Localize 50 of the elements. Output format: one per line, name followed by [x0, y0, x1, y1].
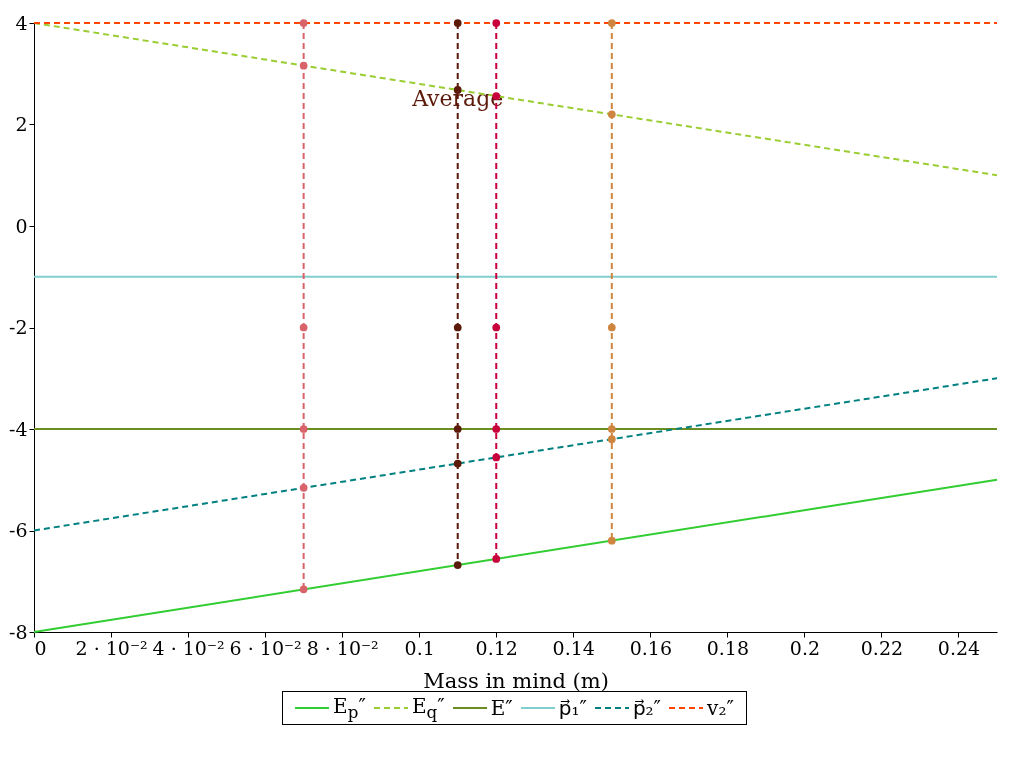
point: [299, 19, 308, 27]
point: [492, 453, 501, 462]
legend-label: E$_{p}$″: [333, 694, 366, 722]
point: [299, 61, 308, 70]
x-tick-label: 0.16: [629, 636, 672, 659]
x-tick-label: 0.18: [706, 636, 750, 659]
legend-label: v₂″: [707, 696, 734, 720]
x-tick-label: 0.1: [404, 636, 435, 659]
point: [453, 323, 462, 332]
point: [607, 110, 616, 119]
point: [299, 323, 308, 332]
point: [453, 561, 462, 569]
point: [607, 435, 616, 444]
point: [492, 19, 501, 27]
x-tick-label: 0.22: [860, 636, 904, 659]
point: [453, 19, 462, 27]
point: [299, 484, 308, 492]
point: [453, 425, 462, 433]
x-tick-label: 6 · 10⁻²: [229, 636, 302, 659]
x-tick-label: 0.14: [552, 636, 595, 659]
y-tick-label: 4: [15, 11, 28, 34]
legend-label: E$_{q}$″: [411, 694, 445, 722]
point: [492, 555, 501, 563]
x-tick-label: 8 · 10⁻²: [306, 636, 379, 659]
point: [492, 425, 501, 433]
annotation: Average: [411, 86, 504, 112]
point: [607, 19, 616, 27]
point: [492, 323, 501, 332]
y-tick-label: 2: [15, 113, 28, 135]
x-tick-label: 0.24: [937, 636, 981, 659]
x-tick-label: 4 · 10⁻²: [152, 636, 225, 659]
point: [299, 425, 308, 433]
point: [607, 536, 616, 545]
point: [453, 459, 462, 468]
legend-label: p⃗₁″: [558, 696, 587, 720]
y-tick-label: -4: [8, 417, 28, 440]
x-axis-title: Mass in mind (m): [423, 668, 609, 693]
x-tick-label: 2 · 10⁻²: [75, 636, 148, 659]
x-tick-label: 0: [34, 636, 47, 659]
y-tick-label: -8: [8, 620, 28, 643]
legend-label: E″: [490, 696, 513, 720]
x-tick-label: 0.12: [475, 636, 518, 659]
point: [607, 323, 616, 332]
y-tick-label: -2: [8, 316, 28, 338]
point: [299, 585, 308, 594]
legend-label: p⃗₂″: [632, 696, 662, 720]
y-tick-label: 0: [15, 214, 28, 237]
y-tick-label: -6: [8, 519, 28, 541]
point: [607, 425, 616, 433]
x-tick-label: 0.2: [789, 636, 821, 659]
